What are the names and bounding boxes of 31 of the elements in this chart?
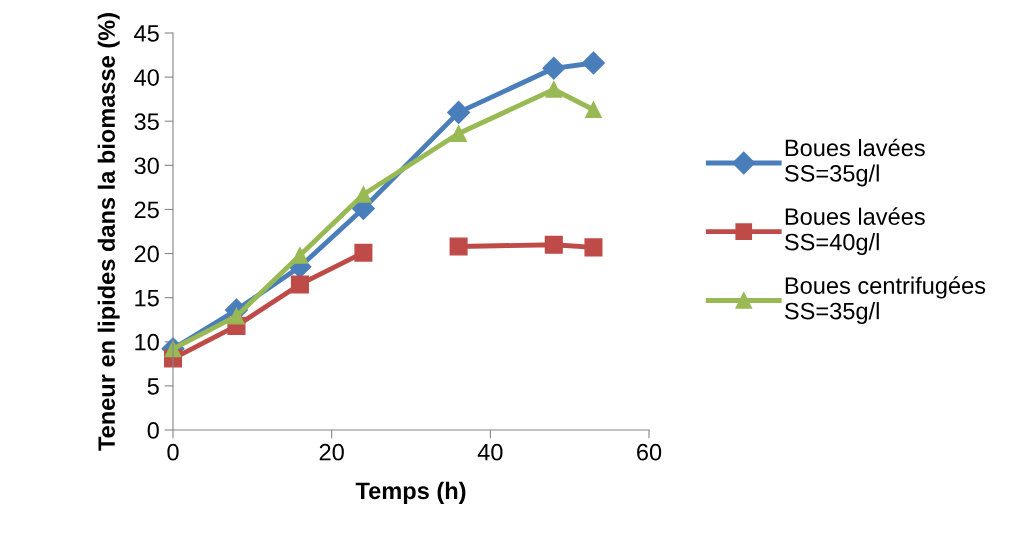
y-tick-label: 5: [147, 378, 159, 395]
y-tick-label: 20: [134, 245, 159, 263]
y-tick-label: 45: [134, 25, 159, 42]
point: [585, 101, 602, 119]
x-axis-title: Temps (h): [355, 481, 466, 504]
point: [581, 51, 605, 75]
y-tick-label: 40: [134, 69, 159, 86]
point: [355, 186, 372, 203]
point: [354, 243, 373, 262]
point: [447, 100, 471, 124]
x-tick-label: 60: [637, 443, 662, 461]
x-tick-label: 0: [167, 443, 179, 461]
x-tick-label: 40: [477, 443, 503, 461]
point: [584, 238, 603, 257]
legend-label: Boues centrifugées SS=35g/l: [784, 276, 986, 325]
point: [542, 56, 566, 80]
legend-label: Boues lavées SS=40g/l: [784, 207, 925, 256]
y-tick-label: 15: [135, 289, 159, 307]
y-axis-title: Teneur en lipides dans la biomasse (%): [97, 13, 120, 451]
y-tick-label: 25: [134, 201, 159, 219]
y-tick-label: 0: [147, 422, 159, 439]
x-tick-label: 20: [319, 443, 344, 461]
y-tick-label: 35: [134, 113, 159, 131]
point: [449, 237, 468, 256]
point: [290, 275, 309, 294]
point: [450, 125, 467, 142]
point: [291, 246, 309, 264]
y-tick-label: 30: [134, 157, 159, 175]
y-tick-label: 10: [135, 333, 159, 351]
legend-label: Boues lavées SS=35g/l: [784, 138, 925, 187]
point: [545, 81, 563, 98]
